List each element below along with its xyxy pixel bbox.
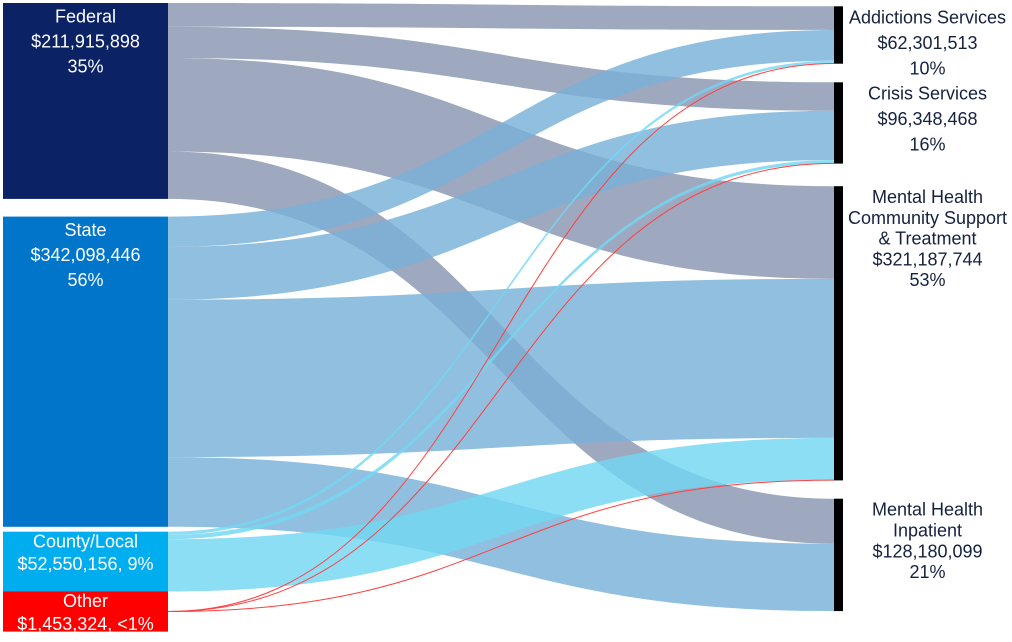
svg-text:Federal: Federal bbox=[55, 6, 116, 26]
svg-text:$211,915,898: $211,915,898 bbox=[31, 31, 140, 51]
svg-text:$96,348,468: $96,348,468 bbox=[877, 109, 977, 129]
svg-text:Community Support: Community Support bbox=[848, 208, 1007, 228]
svg-text:$128,180,099: $128,180,099 bbox=[872, 541, 982, 561]
svg-text:$52,550,156, 9%: $52,550,156, 9% bbox=[17, 554, 153, 574]
svg-text:10%: 10% bbox=[909, 58, 945, 78]
svg-text:$321,187,744: $321,187,744 bbox=[872, 249, 982, 269]
svg-text:Mental Health: Mental Health bbox=[872, 187, 983, 207]
svg-text:53%: 53% bbox=[909, 270, 945, 290]
svg-text:Other: Other bbox=[63, 591, 108, 611]
svg-text:$62,301,513: $62,301,513 bbox=[877, 33, 977, 53]
svg-text:Mental Health: Mental Health bbox=[872, 500, 983, 520]
svg-text:& Treatment: & Treatment bbox=[878, 229, 976, 249]
svg-text:State: State bbox=[64, 220, 106, 240]
svg-text:Crisis Services: Crisis Services bbox=[868, 83, 987, 103]
svg-text:Addictions Services: Addictions Services bbox=[849, 7, 1006, 27]
svg-text:21%: 21% bbox=[909, 562, 945, 582]
svg-text:County/Local: County/Local bbox=[33, 531, 138, 551]
svg-text:$1,453,324, <1%: $1,453,324, <1% bbox=[17, 614, 154, 634]
svg-text:35%: 35% bbox=[67, 56, 103, 76]
svg-text:Inpatient: Inpatient bbox=[893, 521, 962, 541]
svg-text:16%: 16% bbox=[909, 134, 945, 154]
svg-text:$342,098,446: $342,098,446 bbox=[30, 245, 140, 265]
svg-text:56%: 56% bbox=[67, 270, 103, 290]
